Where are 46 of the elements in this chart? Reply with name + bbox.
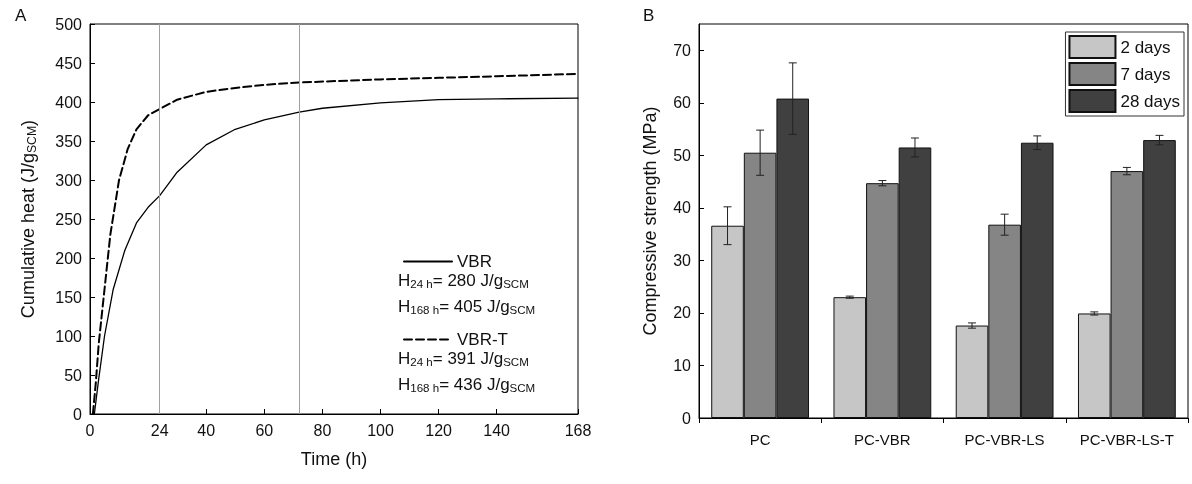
x-tick-label: PC-VBR: [854, 431, 911, 448]
x-tick-label: PC: [749, 431, 771, 448]
y-tick-label: 50: [64, 366, 83, 384]
y-tick-label: 400: [55, 93, 83, 111]
legend-label: 7 days: [1120, 64, 1171, 84]
legend-label: 28 days: [1120, 91, 1181, 111]
legend-label: VBR: [457, 252, 492, 271]
x-tick-label: PC-VBR-LS: [964, 431, 1045, 448]
y-tick-label: 250: [55, 210, 83, 228]
x-tick-label: 100: [367, 421, 394, 439]
chart-title: B: [643, 6, 655, 25]
y-tick-label: 300: [55, 171, 83, 189]
annotation: H24 h= 391 J/gSCM: [398, 349, 529, 369]
y-tick-label: 350: [55, 132, 83, 150]
annotation: H168 h= 436 J/gSCM: [398, 375, 536, 395]
y-tick-label: 60: [673, 94, 692, 112]
y-tick-label: 150: [55, 288, 83, 306]
y-tick-label: 10: [673, 356, 692, 374]
x-tick-label: 24: [150, 421, 169, 439]
x-tick-label: 140: [483, 421, 511, 439]
legend-label: 2 days: [1120, 37, 1171, 57]
x-tick-label: 60: [255, 421, 274, 439]
y-tick-label: 30: [673, 251, 692, 269]
x-tick-label: 80: [313, 421, 332, 439]
x-tick-label: PC-VBR-LS-T: [1079, 431, 1174, 448]
y-tick-label: 50: [673, 146, 692, 164]
y-tick-label: 0: [682, 409, 692, 427]
y-tick-label: 200: [55, 249, 83, 267]
y-tick-label: 450: [55, 54, 83, 72]
y-axis-title: Compressive strength (MPa): [640, 106, 660, 336]
y-tick-label: 20: [673, 304, 692, 322]
x-tick-label: 120: [425, 421, 453, 439]
y-tick-label: 40: [673, 199, 692, 217]
annotation: H24 h= 280 J/gSCM: [398, 271, 529, 291]
x-tick-label: 40: [197, 421, 216, 439]
x-tick-label: 168: [564, 421, 592, 439]
annotation: H168 h= 405 J/gSCM: [398, 297, 536, 317]
y-tick-label: 70: [673, 41, 692, 59]
y-tick-label: 500: [55, 15, 83, 33]
x-axis-title: Time (h): [300, 449, 368, 469]
y-tick-label: 100: [55, 327, 83, 345]
y-axis-title: Cumulative heat (J/gSCM): [17, 119, 39, 319]
legend-label: VBR-T: [457, 330, 508, 349]
chart-title: A: [15, 6, 27, 25]
y-tick-label: 0: [73, 405, 83, 423]
x-tick-label: 0: [85, 421, 95, 439]
